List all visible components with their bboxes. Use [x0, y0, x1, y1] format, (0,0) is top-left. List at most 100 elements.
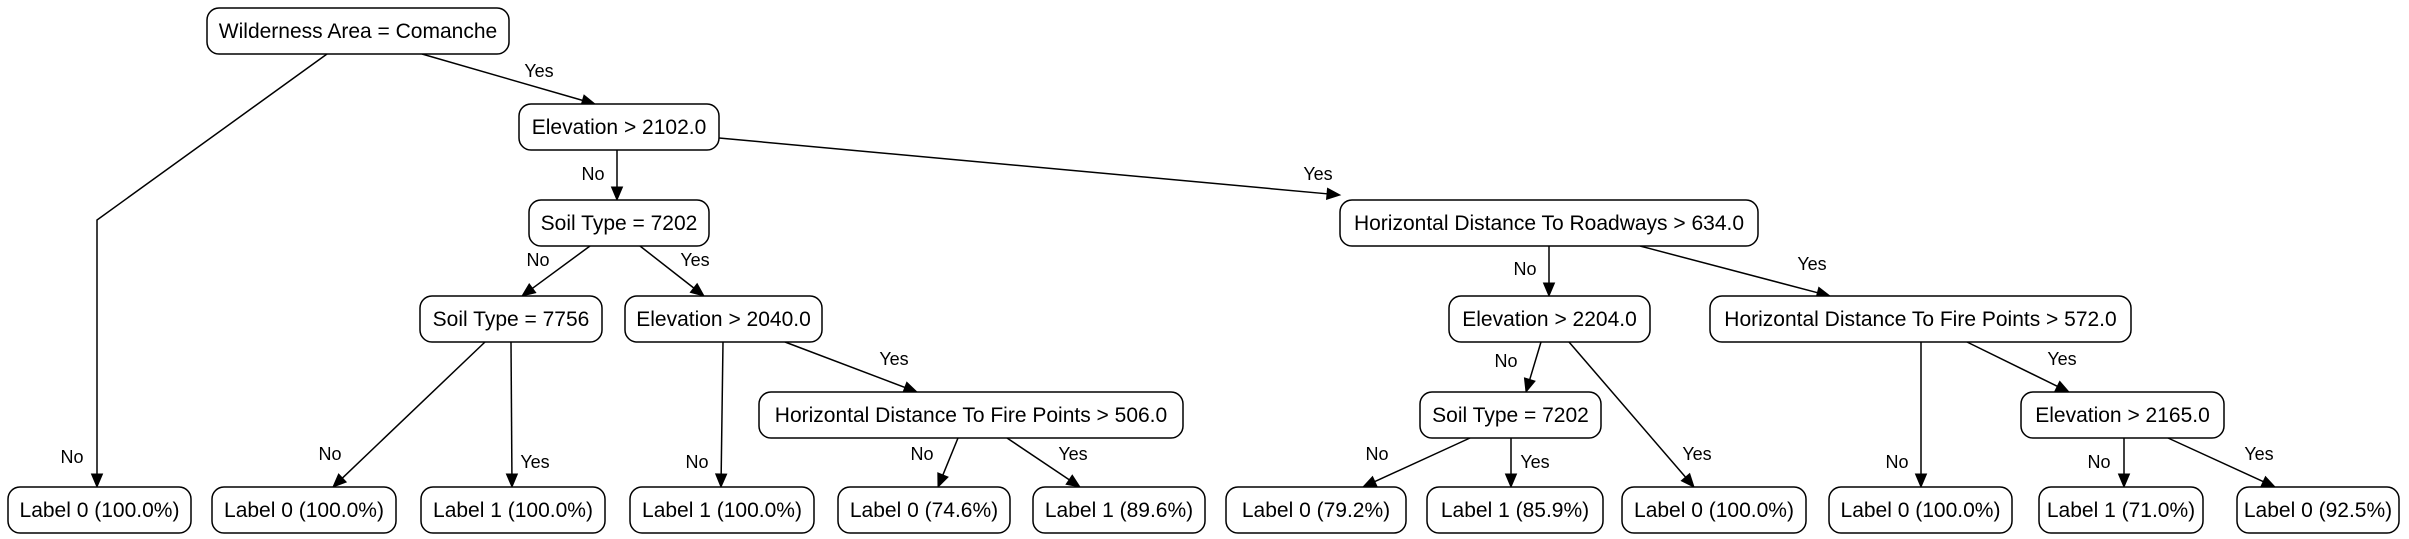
edge-soil7756-to-leaf2: No	[318, 341, 486, 488]
edge-label-yes: Yes	[2244, 444, 2273, 464]
edge-label-no: No	[60, 447, 83, 467]
node-label: Label 0 (100.0%)	[224, 499, 384, 522]
arrowhead	[332, 473, 348, 488]
arrowhead	[1325, 187, 1342, 200]
decision-node-hfire506: Horizontal Distance To Fire Points > 506…	[758, 391, 1184, 439]
arrowhead	[1680, 472, 1695, 488]
decision-node-elev2165: Elevation > 2165.0	[2020, 391, 2225, 439]
edge-label-yes: Yes	[1797, 254, 1826, 274]
edge-elev2102-to-soil7202a: No	[581, 150, 624, 202]
edge-line	[942, 437, 959, 476]
edge-line	[639, 245, 695, 289]
node-box	[2038, 486, 2204, 534]
node-label: Label 0 (79.2%)	[1242, 499, 1390, 522]
edge-label-no: No	[910, 444, 933, 464]
node-label: Label 0 (100.0%)	[1634, 499, 1794, 522]
decision-node-elev2204: Elevation > 2204.0	[1448, 295, 1651, 343]
decision-node-soil7202b: Soil Type = 7202	[1419, 391, 1602, 439]
edge-label-no: No	[1885, 452, 1908, 472]
node-label: Label 0 (100.0%)	[1841, 499, 2001, 522]
edge-label-no: No	[685, 452, 708, 472]
arrowhead	[610, 186, 624, 202]
node-label: Label 0 (92.5%)	[2244, 499, 2392, 522]
edge-line	[784, 341, 906, 389]
node-box	[528, 199, 710, 247]
node-label: Elevation > 2102.0	[532, 116, 707, 139]
node-box	[1225, 486, 1407, 534]
edge-label-no: No	[1513, 259, 1536, 279]
decision-node-hfire572: Horizontal Distance To Fire Points > 572…	[1709, 295, 2132, 343]
node-box	[518, 103, 720, 151]
arrowhead	[1361, 475, 1378, 488]
node-label: Label 0 (100.0%)	[20, 499, 180, 522]
arrowhead	[90, 473, 104, 489]
node-box	[2236, 486, 2400, 534]
edge-label-no: No	[526, 250, 549, 270]
leaf-node-leaf12: Label 0 (92.5%)	[2236, 486, 2400, 534]
node-box	[419, 295, 603, 343]
node-label: Elevation > 2040.0	[636, 308, 811, 331]
node-label: Horizontal Distance To Fire Points > 572…	[1724, 308, 2116, 331]
edge-label-no: No	[1494, 351, 1517, 371]
edge-line	[720, 341, 724, 475]
decision-node-root: Wilderness Area = Comanche	[206, 7, 510, 55]
edge-hfire506-to-leaf6: Yes	[1006, 437, 1088, 488]
edge-root-to-elev2102: Yes	[421, 53, 597, 107]
edge-label-no: No	[581, 164, 604, 184]
edge-root-to-leaf1: No	[60, 53, 328, 489]
node-box	[420, 486, 606, 534]
node-label: Soil Type = 7202	[541, 212, 698, 235]
edge-hroad634-to-hfire572: Yes	[1639, 245, 1832, 299]
edge-hfire572-to-elev2165: Yes	[1966, 341, 2077, 393]
edges-layer: No Yes No Yes No Yes No Yes No Yes No Yes No Yes No Yes…	[60, 53, 2277, 489]
edge-line	[1568, 341, 1687, 478]
arrowhead	[2260, 475, 2277, 488]
edge-elev2040-to-hfire506: Yes	[784, 341, 919, 394]
edge-soil7202b-to-leaf8: Yes	[1504, 438, 1550, 489]
leaf-node-leaf10: Label 0 (100.0%)	[1828, 486, 2013, 534]
node-box	[1426, 486, 1604, 534]
arrowhead	[2117, 473, 2131, 489]
node-box	[1709, 295, 2132, 343]
edge-line	[96, 53, 328, 474]
edge-elev2165-to-leaf12: Yes	[2167, 437, 2277, 488]
node-box	[1448, 295, 1651, 343]
node-label: Soil Type = 7202	[1432, 404, 1589, 427]
node-box	[7, 486, 192, 534]
node-label: Elevation > 2165.0	[2035, 404, 2210, 427]
edge-line	[1966, 341, 2058, 387]
edge-elev2102-to-hroad634: Yes	[718, 137, 1342, 200]
leaf-node-leaf9: Label 0 (100.0%)	[1621, 486, 1807, 534]
edge-label-no: No	[1365, 444, 1388, 464]
arrowhead	[1504, 473, 1518, 489]
edge-line	[1639, 245, 1818, 294]
edge-line	[1006, 437, 1070, 481]
decision-node-elev2102: Elevation > 2102.0	[518, 103, 720, 151]
node-box	[629, 486, 815, 534]
edge-elev2165-to-leaf11: No	[2087, 438, 2131, 489]
decision-node-soil7756: Soil Type = 7756	[419, 295, 603, 343]
arrowhead	[714, 473, 728, 489]
edge-soil7756-to-leaf3: Yes	[505, 341, 550, 489]
leaf-node-leaf7: Label 0 (79.2%)	[1225, 486, 1407, 534]
node-label: Label 0 (74.6%)	[850, 499, 998, 522]
edge-label-no: No	[318, 444, 341, 464]
edge-hroad634-to-elev2204: No	[1513, 246, 1556, 298]
node-box	[758, 391, 1184, 439]
edge-label-no: No	[2087, 452, 2110, 472]
leaf-node-leaf3: Label 1 (100.0%)	[420, 486, 606, 534]
edge-line	[2167, 437, 2264, 483]
node-label: Wilderness Area = Comanche	[219, 20, 497, 43]
node-box	[837, 486, 1011, 534]
decision-node-hroad634: Horizontal Distance To Roadways > 634.0	[1339, 199, 1759, 247]
node-label: Label 1 (100.0%)	[642, 499, 802, 522]
node-box	[1419, 391, 1602, 439]
node-label: Elevation > 2204.0	[1462, 308, 1637, 331]
edge-line	[341, 341, 486, 479]
edge-soil7202b-to-leaf7: No	[1361, 437, 1471, 488]
edge-hfire506-to-leaf5: No	[910, 437, 959, 489]
edge-label-yes: Yes	[680, 250, 709, 270]
node-box	[211, 486, 397, 534]
arrowhead	[520, 282, 537, 297]
